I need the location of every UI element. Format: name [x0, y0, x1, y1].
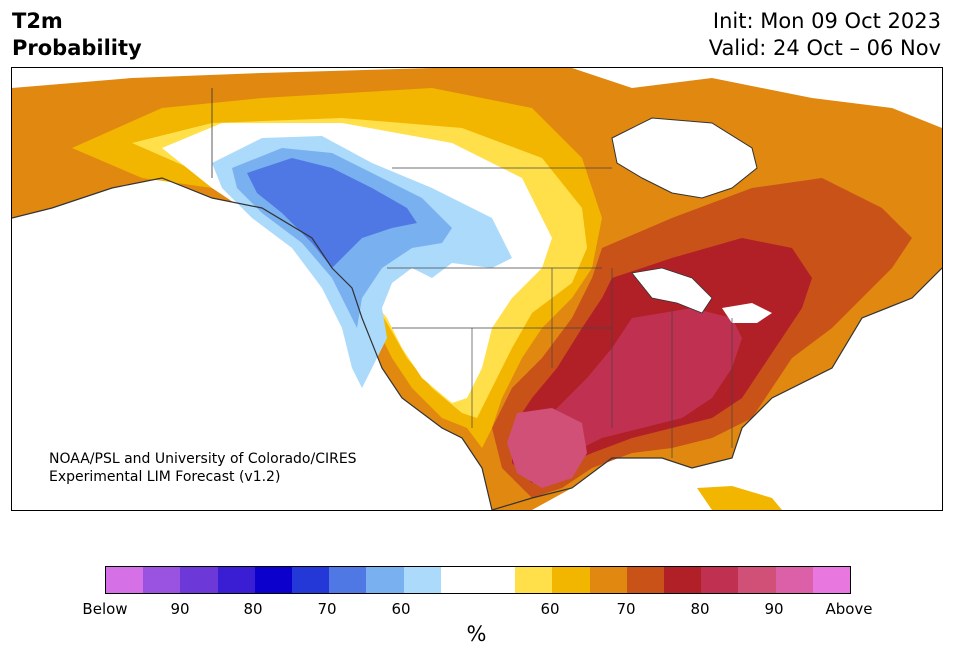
init-date: Init: Mon 09 Oct 2023: [712, 9, 941, 33]
colorbar-swatch: [329, 567, 367, 593]
colorbar-swatch: [626, 567, 665, 593]
colorbar-swatch: [292, 567, 330, 593]
variable-label: T2m: [12, 9, 63, 33]
colorbar-swatch: [440, 567, 479, 593]
colorbar-swatch: [217, 567, 255, 593]
colorbar-tick-label: Below: [82, 600, 128, 618]
metric-label: Probability: [12, 36, 142, 60]
credit-line-2: Experimental LIM Forecast (v1.2): [49, 469, 281, 485]
colorbar-swatch: [701, 567, 739, 593]
colorbar-swatch: [664, 567, 702, 593]
colorbar-swatch: [589, 567, 627, 593]
colorbar-tick-label: 90: [764, 600, 784, 618]
probability-map: NOAA/PSL and University of Colorado/CIRE…: [11, 67, 943, 511]
colorbar-swatch: [254, 567, 293, 593]
valid-range: Valid: 24 Oct – 06 Nov: [708, 36, 941, 60]
colorbar: [105, 566, 851, 594]
map-svg: [12, 68, 942, 510]
colorbar-swatch: [366, 567, 404, 593]
colorbar-swatch: [775, 567, 813, 593]
colorbar-swatch: [180, 567, 218, 593]
credit-text: NOAA/PSL and University of Colorado/CIRE…: [49, 450, 357, 486]
colorbar-swatch: [515, 567, 553, 593]
date-info: Init: Mon 09 Oct 2023 Valid: 24 Oct – 06…: [709, 8, 941, 62]
colorbar-tick-label: 80: [243, 600, 263, 618]
colorbar-tick-label: 60: [540, 600, 560, 618]
colorbar-swatch: [403, 567, 441, 593]
credit-line-1: NOAA/PSL and University of Colorado/CIRE…: [49, 451, 357, 467]
colorbar-swatch: [552, 567, 590, 593]
colorbar-swatch: [143, 567, 181, 593]
map-title: T2m Probability: [12, 8, 142, 62]
colorbar-tick-label: 60: [391, 600, 411, 618]
colorbar-ticks: Below 90 80 70 60 60 70 80 90 Above: [0, 600, 953, 620]
colorbar-swatch: [106, 567, 144, 593]
colorbar-tick-label: 70: [317, 600, 337, 618]
colorbar-tick-label: 90: [170, 600, 190, 618]
colorbar-tick-label: 80: [690, 600, 710, 618]
colorbar-swatch: [812, 567, 851, 593]
colorbar-swatch: [478, 567, 516, 593]
colorbar-tick-label: Above: [825, 600, 873, 618]
colorbar-unit: %: [466, 622, 487, 646]
colorbar-tick-label: 70: [616, 600, 636, 618]
colorbar-swatch: [738, 567, 776, 593]
